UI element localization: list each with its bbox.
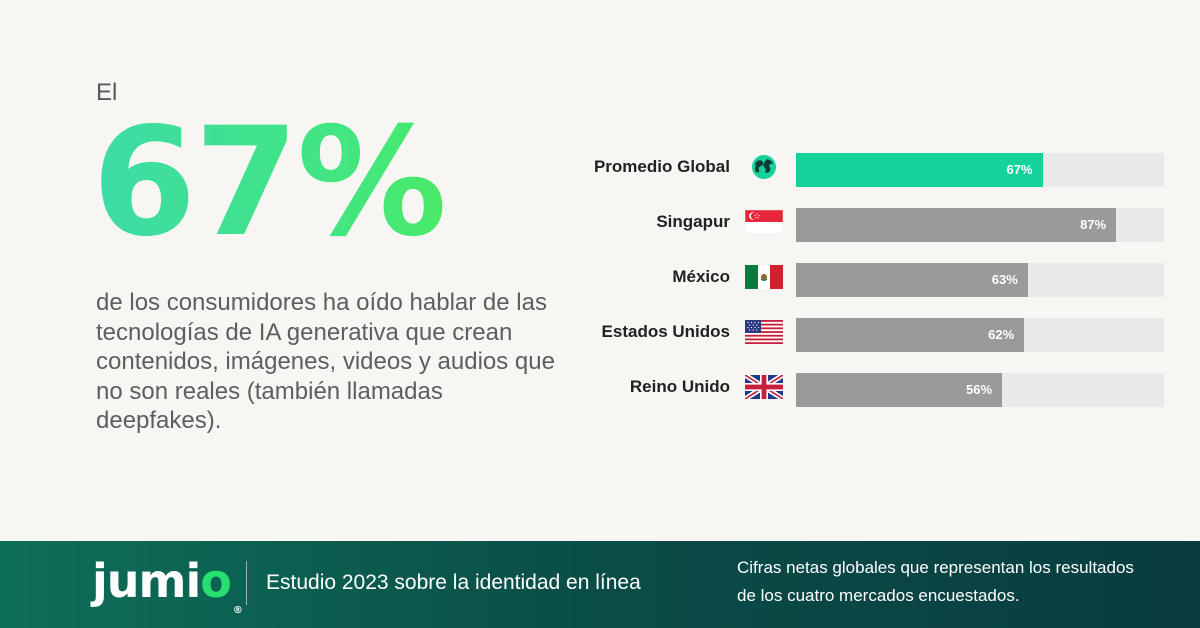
bar-value-label: 67%: [1006, 162, 1033, 177]
globe-icon: [752, 155, 776, 179]
usa-flag-icon: [745, 320, 783, 344]
bar: 56%: [796, 373, 1003, 407]
uk-flag-icon: [745, 375, 783, 399]
bar-row: México 63%: [560, 260, 1170, 297]
footer-note: Cifras netas globales que representan lo…: [737, 558, 1134, 605]
bar-track: 67%: [796, 153, 1164, 187]
bar-value-label: 87%: [1080, 217, 1107, 232]
jumio-logo: jumio®: [92, 554, 243, 616]
bar-label: México: [672, 267, 730, 286]
footer: jumio® Estudio 2023 sobre la identidad e…: [0, 541, 1200, 628]
bar-label: Promedio Global: [593, 157, 730, 176]
headline-description: de los consumidores ha oído hablar de la…: [96, 289, 555, 434]
bar: 62%: [796, 318, 1025, 352]
bar-row: Estados Unidos 62%: [560, 315, 1170, 352]
bar-row: Reino Unido 56%: [560, 370, 1170, 407]
bar-label: Singapur: [656, 212, 730, 231]
bar-row: Singapur 87%: [560, 205, 1170, 242]
bar-label: Estados Unidos: [601, 322, 730, 341]
study-title: Estudio 2023 sobre la identidad en línea: [266, 571, 641, 594]
bar: 87%: [796, 208, 1117, 242]
headline-block: El 67% de los consumidores ha oído habla…: [92, 78, 566, 436]
bar: 67%: [796, 153, 1043, 187]
singapore-flag-icon: [745, 210, 783, 234]
bar-track: 87%: [796, 208, 1164, 242]
bar-track: 62%: [796, 318, 1164, 352]
footer-divider: [246, 561, 247, 605]
bar-row: Promedio Global 67%: [560, 150, 1170, 187]
bar-label: Reino Unido: [629, 377, 730, 396]
bar-track: 56%: [796, 373, 1164, 407]
bar: 63%: [796, 263, 1028, 297]
bar-track: 63%: [796, 263, 1164, 297]
bar-value-label: 56%: [966, 382, 993, 397]
bar-chart: Promedio Global 67% Singapur: [560, 150, 1170, 425]
bar-value-label: 63%: [991, 272, 1018, 287]
mexico-flag-icon: [745, 265, 783, 289]
headline-intro: El: [96, 79, 118, 106]
headline-percent: 67%: [92, 108, 566, 268]
bar-value-label: 62%: [988, 327, 1015, 342]
